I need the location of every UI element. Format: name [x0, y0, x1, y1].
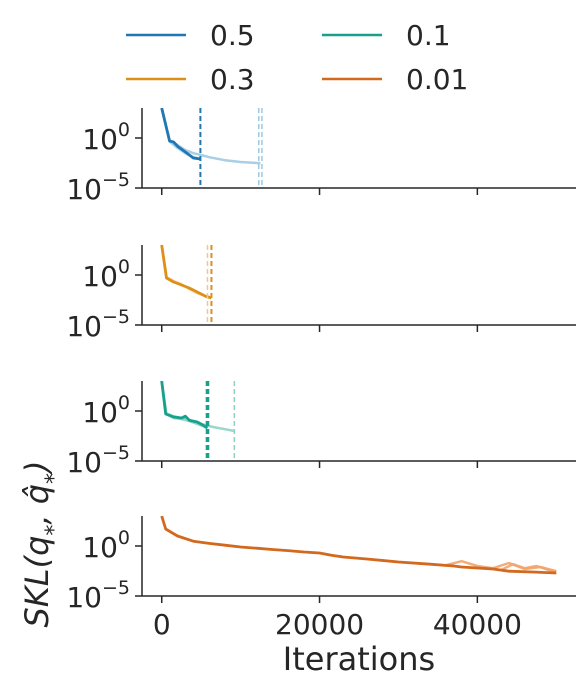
series-line-faint [160, 108, 261, 165]
plot-area [160, 108, 261, 165]
panel-0.3: 100 10−5 [66, 245, 576, 343]
y-axis-label: SKL(q*, q̂*) [18, 460, 67, 627]
x-tick-label: 40000 [433, 608, 522, 641]
legend-label: 0.5 [210, 19, 255, 52]
y-axis-label-text: SKL(q [18, 536, 56, 628]
plot-area [160, 381, 235, 433]
y-tick-label: 10−5 [66, 306, 130, 343]
series-line [160, 381, 209, 430]
series-line [160, 245, 212, 300]
panel-0.1: 100 10−5 [66, 381, 576, 479]
legend-entry: 0.01 [322, 63, 468, 96]
y-tick-label: 10−5 [66, 577, 130, 614]
x-axis-label: Iterations [283, 640, 435, 678]
legend-label: 0.01 [406, 63, 468, 96]
panels: 100 10−5 100 10−5 100 10−5 100 10−5 [66, 108, 576, 614]
series-line [160, 108, 201, 161]
legend-entry: 0.1 [322, 19, 451, 52]
legend: 0.5 0.1 0.3 0.01 [126, 19, 468, 96]
legend-label: 0.1 [406, 19, 451, 52]
series-line-faint [160, 381, 208, 430]
y-tick-label: 100 [82, 119, 130, 156]
y-tick-label: 10−5 [66, 169, 130, 206]
series-line [160, 516, 557, 575]
x-tick-label: 0 [153, 608, 171, 641]
series-line-faint [160, 245, 209, 299]
legend-entry: 0.5 [126, 19, 255, 52]
y-tick-label: 100 [82, 527, 130, 564]
plot-area [160, 245, 212, 300]
legend-label: 0.3 [210, 63, 255, 96]
y-tick-label: 10−5 [66, 442, 130, 479]
y-tick-label: 100 [82, 392, 130, 429]
panel-0.01: 100 10−5 [66, 516, 576, 614]
x-tick-label: 20000 [275, 608, 364, 641]
plot-area [160, 516, 557, 575]
legend-entry: 0.3 [126, 63, 255, 96]
x-axis: 0 20000 40000 [153, 608, 522, 641]
panel-0.5: 100 10−5 [66, 108, 576, 206]
y-tick-label: 100 [82, 256, 130, 293]
series-line-faint [500, 562, 557, 573]
